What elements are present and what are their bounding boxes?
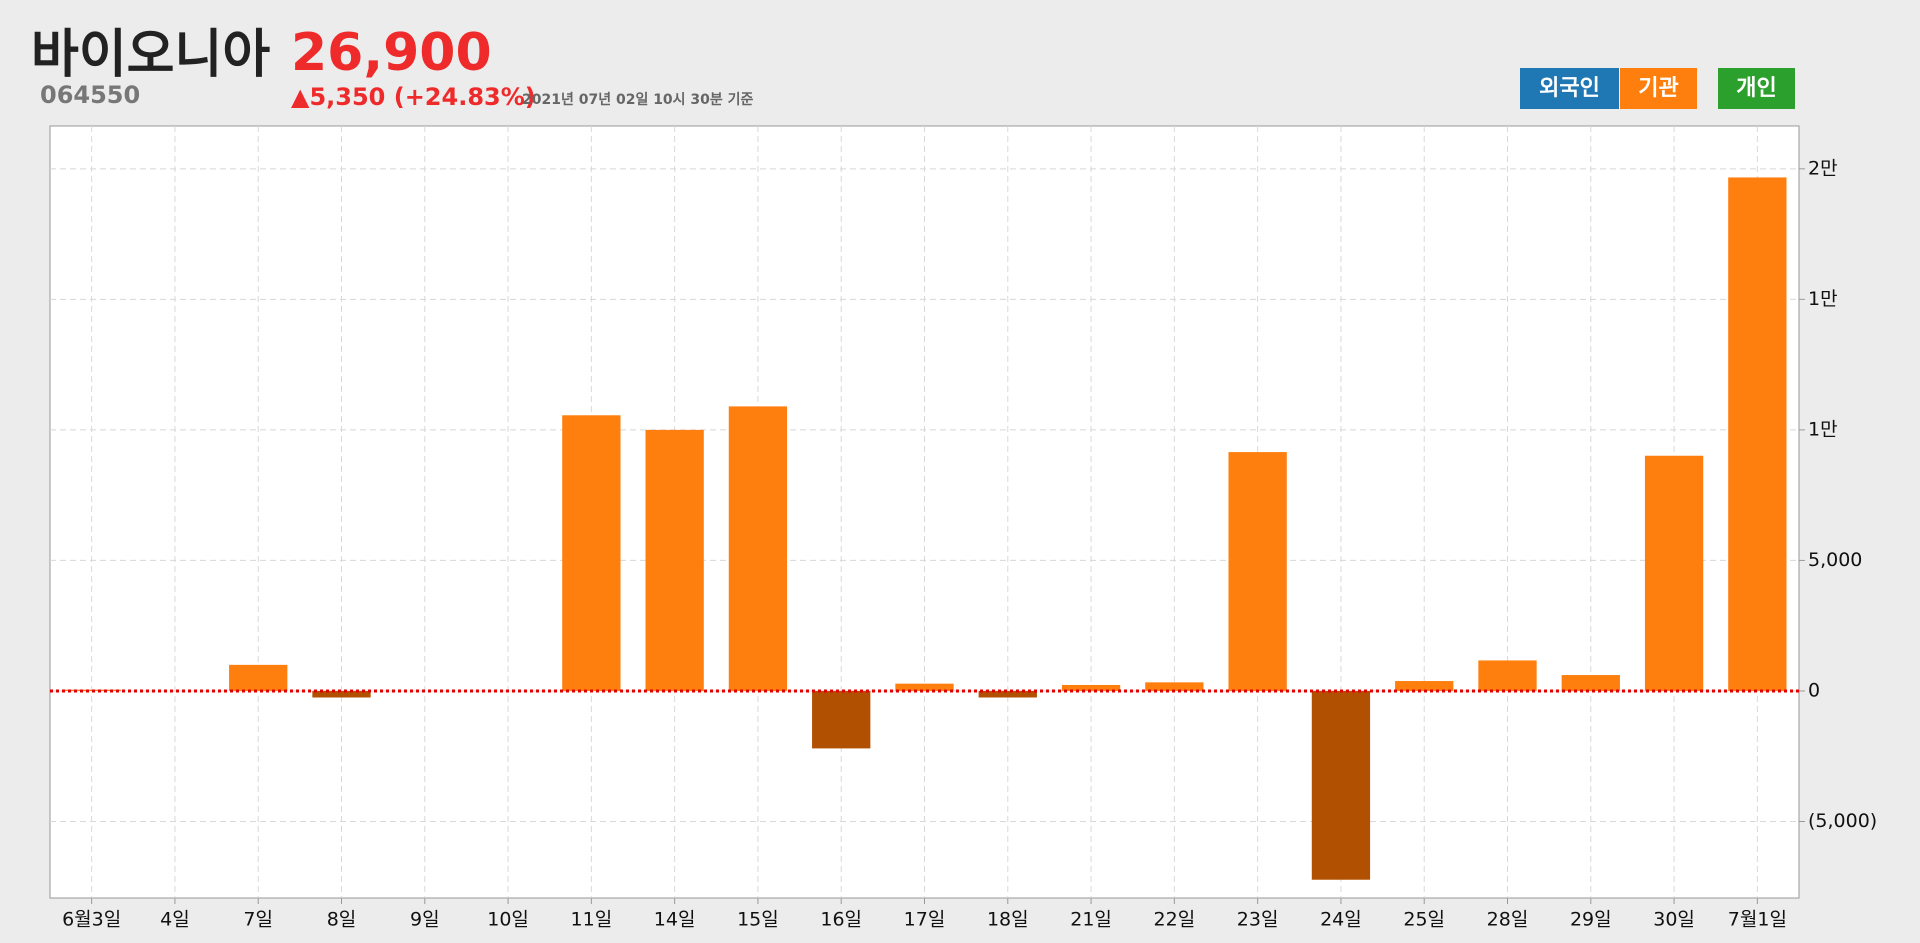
x-tick-label: 16일: [820, 909, 862, 931]
price-change: ▲5,350 (+24.83%): [291, 83, 536, 111]
x-tick-label: 23일: [1237, 909, 1279, 931]
bar: [1145, 682, 1204, 691]
stock-price: 26,900: [291, 23, 492, 83]
x-tick-label: 18일: [987, 909, 1029, 931]
bar: [1478, 660, 1537, 691]
x-tick-label: 25일: [1403, 909, 1445, 931]
x-tick-label: 30일: [1653, 909, 1695, 931]
bar: [1061, 684, 1121, 691]
legend-button-label[interactable]: 기관: [1638, 76, 1678, 101]
x-tick-label: 24일: [1320, 909, 1362, 931]
bar: [1561, 675, 1620, 691]
bar: [229, 664, 288, 691]
y-tick-label: 1만: [1808, 418, 1838, 440]
x-tick-label: 6월3일: [62, 909, 121, 931]
legend-button-label[interactable]: 외국인: [1539, 76, 1600, 101]
bar: [1728, 177, 1787, 691]
bar: [645, 429, 704, 691]
bar: [1395, 681, 1454, 691]
y-tick-label: 5,000: [1808, 549, 1862, 571]
x-tick-label: 7일: [243, 909, 273, 931]
x-tick-label: 28일: [1487, 909, 1529, 931]
bar: [312, 690, 371, 698]
y-tick-label: 0: [1808, 679, 1820, 701]
x-tick-label: 17일: [904, 909, 946, 931]
bar: [562, 415, 621, 691]
legend-button[interactable]: [1718, 68, 1795, 109]
y-tick-label: 1만: [1808, 288, 1838, 310]
x-tick-label: 21일: [1070, 909, 1112, 931]
bar: [1644, 455, 1704, 691]
y-tick-label: 2만: [1808, 157, 1838, 179]
x-tick-label: 29일: [1570, 909, 1612, 931]
x-tick-label: 9일: [410, 909, 440, 931]
bar: [1311, 690, 1371, 880]
stock-code: 064550: [40, 81, 140, 109]
bar: [1228, 452, 1287, 691]
x-tick-label: 10일: [487, 909, 529, 931]
x-tick-label: 22일: [1154, 909, 1196, 931]
x-tick-label: 14일: [654, 909, 696, 931]
legend-button-label[interactable]: 개인: [1736, 76, 1776, 101]
bar: [728, 406, 788, 691]
bar: [895, 683, 954, 691]
y-tick-label: (5,000): [1808, 810, 1877, 832]
timestamp: 2021년 07년 02일 10시 30분 기준: [522, 92, 754, 108]
x-tick-label: 4일: [160, 909, 190, 931]
bar: [978, 690, 1037, 698]
bar: [812, 690, 871, 749]
x-tick-label: 15일: [737, 909, 779, 931]
stock-name: 바이오니아: [31, 25, 270, 85]
bar: [62, 689, 121, 691]
legend-button[interactable]: [1520, 68, 1619, 109]
x-tick-label: 8일: [327, 909, 357, 931]
x-tick-label: 7월1일: [1728, 909, 1787, 931]
legend-button[interactable]: [1620, 68, 1697, 109]
x-tick-label: 11일: [571, 909, 613, 931]
